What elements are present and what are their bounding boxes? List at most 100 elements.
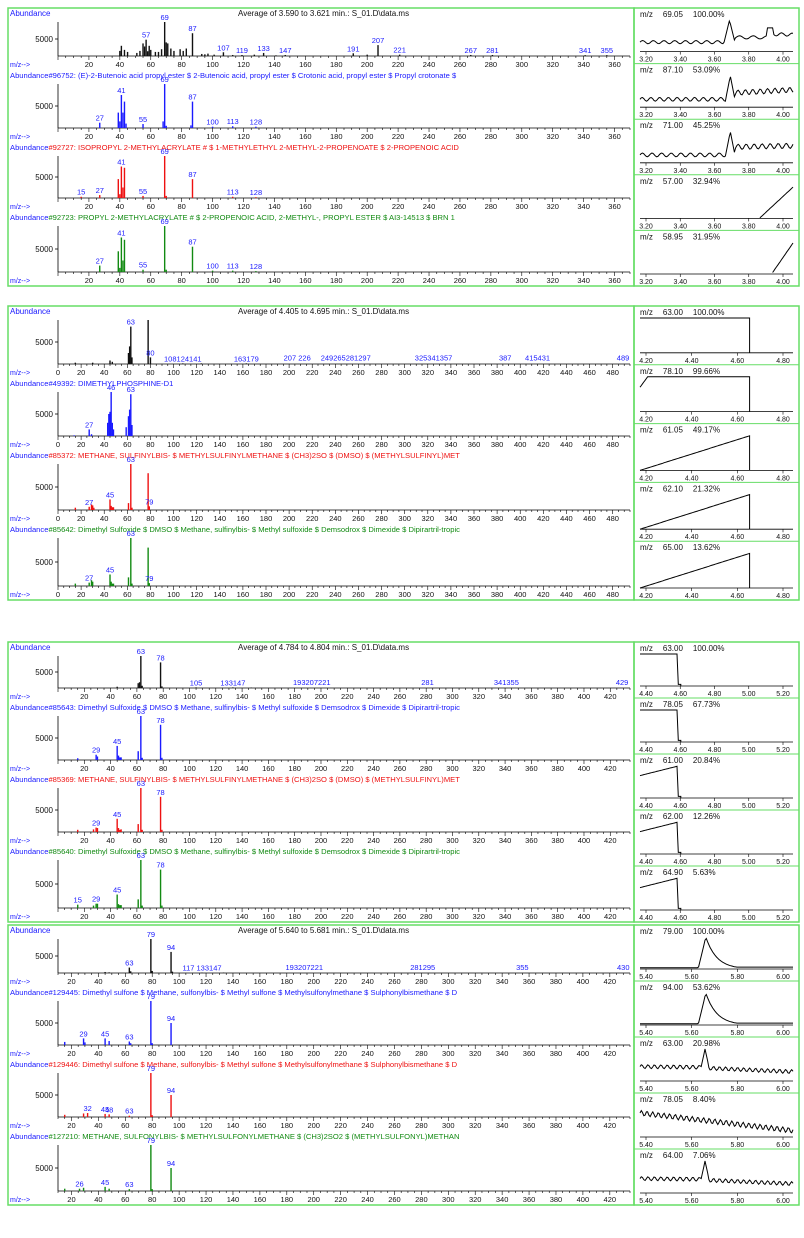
eic-percent: 8.40% — [693, 1095, 716, 1104]
x-tick-label: 200 — [283, 368, 296, 377]
abundance-label: Abundance — [10, 775, 48, 784]
eic-label: m/z 63.00 20.98% — [640, 1039, 720, 1048]
peak-label: 281 — [421, 678, 434, 687]
x-tick-label: 320 — [469, 977, 482, 986]
x-tick-label: 360 — [608, 60, 621, 69]
eic-prefix: m/z — [640, 1039, 653, 1048]
eic-percent: 100.00% — [693, 308, 725, 317]
x-tick-label: 240 — [329, 440, 342, 449]
library-match-title: Abundance#129446: Dimethyl sulfone $ Met… — [10, 1060, 458, 1069]
eic-tick-label: 3.80 — [742, 279, 756, 286]
x-tick-label: 180 — [260, 440, 273, 449]
x-tick-label: 340 — [577, 276, 590, 285]
x-tick-label: 80 — [159, 836, 167, 845]
peak-label: 133 — [257, 44, 270, 53]
x-tick-label: 20 — [80, 836, 88, 845]
abundance-label: Abundance — [10, 525, 48, 534]
x-tick-label: 360 — [468, 590, 481, 599]
eic-tick-label: 3.40 — [673, 112, 687, 119]
abundance-label: Abundance — [10, 988, 48, 997]
x-tick-label: 220 — [306, 590, 319, 599]
eic-tick-label: 4.40 — [685, 358, 699, 365]
eic-tick-label: 4.80 — [776, 358, 790, 365]
peak-label: 45 — [113, 810, 121, 819]
x-tick-label: 80 — [148, 977, 156, 986]
y-tick-label: 5000 — [35, 668, 53, 677]
eic-trace: m/z 65.00 13.62% 4.20 4.40 4.60 4.80 — [634, 540, 799, 600]
eic-tick-label: 5.40 — [639, 1198, 653, 1205]
x-tick-label: 40 — [94, 1049, 102, 1058]
eic-tick-label: 3.80 — [742, 168, 756, 175]
x-tick-label: 100 — [173, 1049, 186, 1058]
spectrum-row: Abundance#127210: METHANE, SULFONYLBIS- … — [10, 1132, 631, 1204]
x-tick-label: 260 — [394, 912, 407, 921]
x-tick-label: 440 — [560, 514, 573, 523]
peak-label: 193207221 — [293, 678, 331, 687]
library-hit-name: #127210: METHANE, SULFONYLBIS- $ METHYLS… — [48, 1132, 459, 1141]
eic-label: m/z 71.00 45.25% — [640, 121, 720, 130]
x-tick-label: 60 — [133, 836, 141, 845]
eic-tick-label: 4.60 — [731, 593, 745, 600]
x-tick-label: 80 — [178, 276, 186, 285]
x-tick-label: 260 — [454, 132, 467, 141]
x-tick-label: 20 — [85, 60, 93, 69]
eic-line — [639, 76, 794, 102]
spectrum-row: Abundance#96752: (E)-2-Butenoic acid pro… — [10, 71, 631, 141]
x-tick-label: 80 — [159, 692, 167, 701]
x-tick-label: 40 — [100, 514, 108, 523]
peak-label: 26 — [75, 1180, 83, 1189]
eic-tick-label: 5.20 — [776, 915, 790, 922]
x-tick-label: 480 — [606, 514, 619, 523]
eic-column: m/z 69.05 100.00% 3.20 3.40 3.60 3.80 4.00 m/z 87… — [634, 10, 799, 286]
x-tick-label: 60 — [133, 912, 141, 921]
x-tick-label: 320 — [422, 440, 435, 449]
eic-mz: 64.90 — [663, 868, 684, 877]
x-tick-label: 60 — [133, 692, 141, 701]
x-tick-label: 120 — [200, 1049, 213, 1058]
eic-tick-label: 4.20 — [639, 358, 653, 365]
eic-mz: 78.10 — [663, 367, 684, 376]
peak-label: 119 — [236, 46, 248, 55]
x-tick-label: 120 — [237, 60, 250, 69]
eic-tick-label: 4.20 — [639, 475, 653, 482]
eic-mz: 79.00 — [663, 927, 684, 936]
x-tick-label: 380 — [551, 912, 564, 921]
eic-tick-label: 4.60 — [673, 691, 687, 698]
abundance-label: Abundance — [10, 451, 48, 460]
eic-tick-label: 4.20 — [639, 534, 653, 541]
mz-axis-label: m/z--> — [10, 370, 30, 377]
x-tick-label: 80 — [148, 1121, 156, 1130]
x-tick-label: 20 — [80, 692, 88, 701]
library-hit-name: #85642: Dimethyl Sulfoxide $ DMSO $ Meth… — [48, 525, 460, 534]
x-tick-label: 80 — [146, 590, 154, 599]
eic-percent: 20.84% — [693, 756, 720, 765]
x-tick-label: 160 — [237, 514, 250, 523]
eic-mz: 58.95 — [663, 232, 684, 241]
peak-label: 15 — [74, 896, 82, 905]
eic-prefix: m/z — [640, 927, 653, 936]
library-hit-name: #92727: ISOPROPYL 2-METHYLACRYLATE # $ 1… — [48, 143, 459, 152]
eic-tick-label: 4.00 — [776, 112, 790, 119]
x-tick-label: 120 — [237, 132, 250, 141]
x-tick-label: 220 — [392, 60, 405, 69]
peak-label: 281295 — [410, 963, 435, 972]
peak-label: 55 — [139, 187, 147, 196]
x-tick-label: 180 — [288, 692, 301, 701]
x-tick-label: 400 — [578, 692, 591, 701]
x-tick-label: 340 — [445, 440, 458, 449]
peak-label: 207 — [372, 36, 385, 45]
y-tick-label: 5000 — [35, 245, 53, 254]
x-tick-label: 340 — [445, 514, 458, 523]
peak-label: 63 — [137, 647, 145, 656]
peak-label: 113 — [227, 117, 239, 126]
x-tick-label: 140 — [236, 692, 249, 701]
abundance-label: Abundance — [10, 213, 48, 222]
peak-label: 63 — [125, 1032, 133, 1041]
x-tick-label: 0 — [56, 368, 60, 377]
x-tick-label: 120 — [190, 440, 203, 449]
x-tick-label: 180 — [330, 202, 343, 211]
x-tick-label: 240 — [367, 912, 380, 921]
eic-tick-label: 3.80 — [742, 57, 756, 64]
peak-label: 341355 — [494, 678, 519, 687]
peak-label: 113 — [227, 262, 239, 271]
